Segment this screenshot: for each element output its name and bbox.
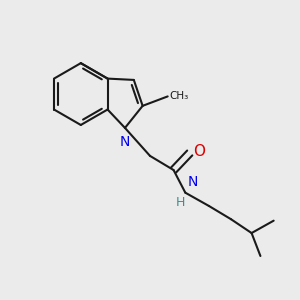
Text: H: H [176,196,186,208]
Text: CH₃: CH₃ [169,92,188,101]
Text: N: N [188,175,198,189]
Text: N: N [120,135,130,149]
Text: O: O [193,144,205,159]
